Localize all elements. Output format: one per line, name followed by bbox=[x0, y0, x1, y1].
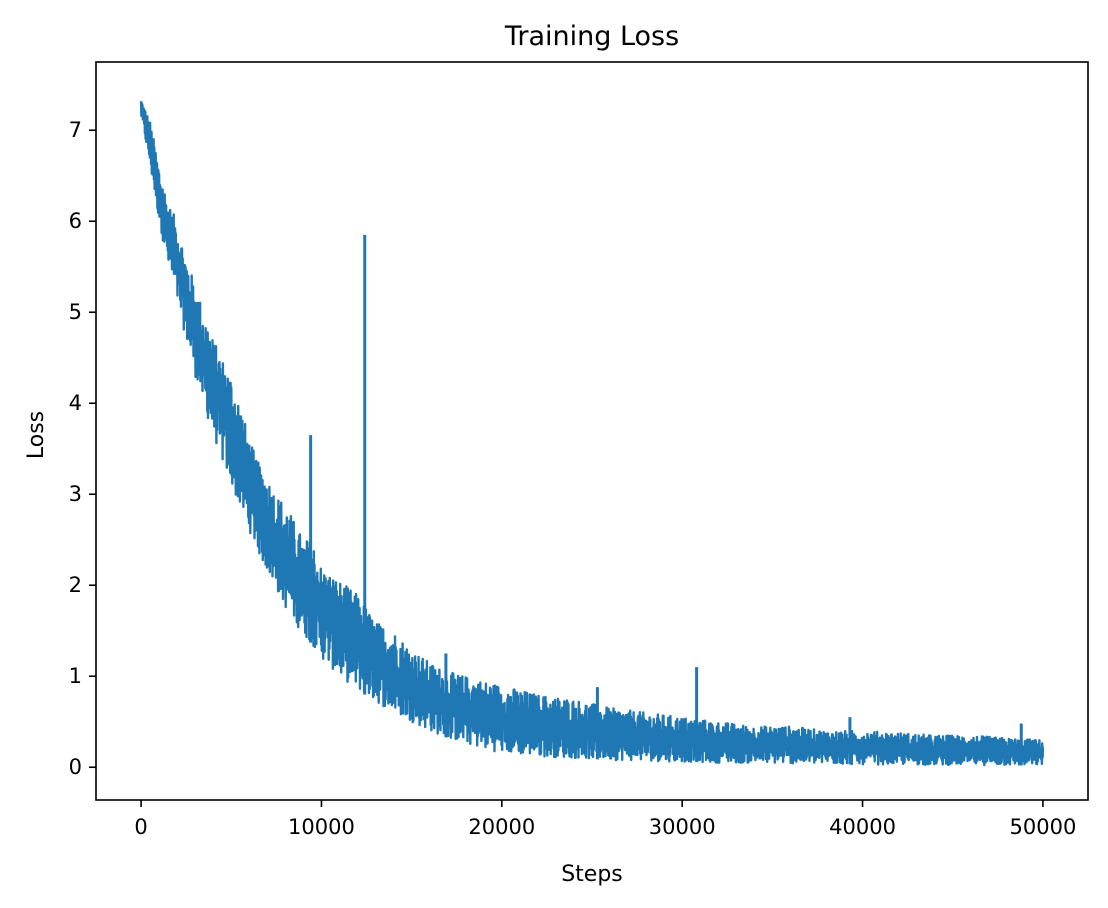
plot-area bbox=[139, 101, 1045, 767]
x-axis-ticks: 0 10000 20000 30000 40000 50000 bbox=[134, 800, 1076, 839]
y-tick-label: 0 bbox=[69, 755, 82, 779]
y-tick-label: 6 bbox=[69, 209, 82, 233]
y-tick-label: 5 bbox=[69, 300, 82, 324]
y-tick-label: 2 bbox=[69, 573, 82, 597]
x-tick-label: 0 bbox=[134, 815, 147, 839]
y-tick-label: 7 bbox=[69, 118, 82, 142]
x-tick-label: 20000 bbox=[468, 815, 535, 839]
x-tick-label: 10000 bbox=[288, 815, 355, 839]
y-axis-label: Loss bbox=[24, 411, 49, 459]
x-tick-label: 50000 bbox=[1010, 815, 1077, 839]
y-axis-ticks: 0 1 2 3 4 5 6 7 bbox=[69, 118, 96, 779]
y-tick-label: 3 bbox=[69, 482, 82, 506]
chart-title: Training Loss bbox=[504, 21, 679, 52]
y-tick-label: 4 bbox=[69, 391, 82, 415]
x-tick-label: 30000 bbox=[649, 815, 716, 839]
y-tick-label: 1 bbox=[69, 664, 82, 688]
x-tick-label: 40000 bbox=[829, 815, 896, 839]
loss-series-line bbox=[139, 101, 1045, 767]
axes-frame bbox=[95, 61, 1089, 801]
x-axis-label: Steps bbox=[561, 862, 623, 887]
